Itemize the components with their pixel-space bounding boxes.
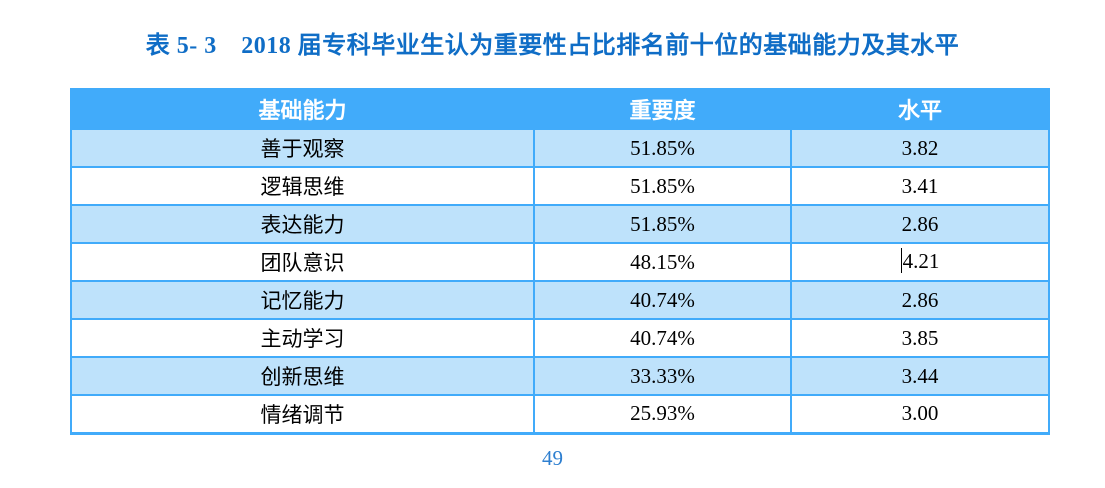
cell-level[interactable]: 3.44 xyxy=(790,356,1050,396)
cell-level[interactable]: 3.85 xyxy=(790,318,1050,358)
page-number: 49 xyxy=(542,446,563,470)
cell-ability[interactable]: 表达能力 xyxy=(70,204,535,244)
cell-level[interactable]: 2.86 xyxy=(790,204,1050,244)
column-header-importance[interactable]: 重要度 xyxy=(533,88,792,130)
table-row: 情绪调节 25.93% 3.00 xyxy=(70,394,1050,434)
cell-importance[interactable]: 51.85% xyxy=(533,166,792,206)
cell-ability[interactable]: 情绪调节 xyxy=(70,394,535,434)
ability-table: 基础能力 重要度 水平 善于观察 51.85% 3.82 逻辑思维 51.85%… xyxy=(70,88,1050,435)
cell-ability[interactable]: 创新思维 xyxy=(70,356,535,396)
cell-ability[interactable]: 逻辑思维 xyxy=(70,166,535,206)
cell-importance[interactable]: 51.85% xyxy=(533,128,792,168)
column-header-ability[interactable]: 基础能力 xyxy=(70,88,535,130)
cell-level[interactable]: 3.41 xyxy=(790,166,1050,206)
cell-ability[interactable]: 主动学习 xyxy=(70,318,535,358)
cell-level[interactable]: 4.21 xyxy=(790,242,1050,282)
table-row: 表达能力 51.85% 2.86 xyxy=(70,204,1050,244)
table-header-row: 基础能力 重要度 水平 xyxy=(70,88,1050,130)
cell-level[interactable]: 3.82 xyxy=(790,128,1050,168)
table-row: 记忆能力 40.74% 2.86 xyxy=(70,280,1050,320)
cell-level[interactable]: 2.86 xyxy=(790,280,1050,320)
cell-level[interactable]: 3.00 xyxy=(790,394,1050,434)
column-header-level[interactable]: 水平 xyxy=(790,88,1050,130)
table-row: 主动学习 40.74% 3.85 xyxy=(70,318,1050,358)
cell-importance[interactable]: 40.74% xyxy=(533,280,792,320)
text-cursor xyxy=(900,248,902,274)
cell-importance[interactable]: 48.15% xyxy=(533,242,792,282)
table-row: 逻辑思维 51.85% 3.41 xyxy=(70,166,1050,206)
table-body: 善于观察 51.85% 3.82 逻辑思维 51.85% 3.41 表达能力 5… xyxy=(70,128,1050,434)
cell-importance[interactable]: 51.85% xyxy=(533,204,792,244)
cell-importance[interactable]: 40.74% xyxy=(533,318,792,358)
cell-ability[interactable]: 记忆能力 xyxy=(70,280,535,320)
table-row: 团队意识 48.15% 4.21 xyxy=(70,242,1050,282)
cell-ability[interactable]: 团队意识 xyxy=(70,242,535,282)
cell-ability[interactable]: 善于观察 xyxy=(70,128,535,168)
cell-importance[interactable]: 25.93% xyxy=(533,394,792,434)
table-caption[interactable]: 表 5- 3 2018 届专科毕业生认为重要性占比排名前十位的基础能力及其水平 xyxy=(145,33,960,59)
cell-importance[interactable]: 33.33% xyxy=(533,356,792,396)
table-row: 善于观察 51.85% 3.82 xyxy=(70,128,1050,168)
table-row: 创新思维 33.33% 3.44 xyxy=(70,356,1050,396)
